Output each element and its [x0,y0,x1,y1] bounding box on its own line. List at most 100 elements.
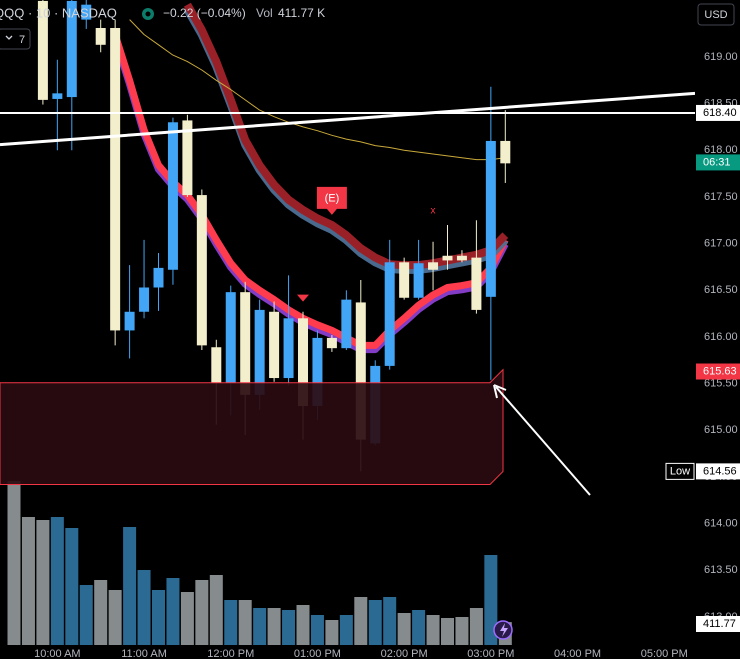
volume-bar [224,600,238,645]
volume-bar [180,592,194,645]
y-tick-label: 615.00 [704,424,738,436]
price-label: 06:31 [703,156,731,168]
volume-bar [310,615,324,645]
candle-body [355,302,366,440]
volume-bar [339,615,353,645]
candle-body [413,263,424,298]
price-label: 614.56 [703,465,737,477]
candle-body [182,120,193,196]
vol-label: Vol [256,6,273,20]
volume-bar [368,600,382,645]
volume-bar [441,618,454,645]
signal-triangle [297,294,309,302]
candle-body [211,347,222,383]
candle-body [139,287,150,312]
candle-body [428,262,439,270]
x-tick-label: 12:00 PM [207,648,254,659]
price-label: 618.40 [703,107,737,119]
trend-line [0,91,695,147]
x-tick-label: 02:00 PM [381,648,428,659]
indicator-toggle[interactable] [0,28,31,50]
vol-value: 411.77 K [278,6,325,20]
volume-bar [36,520,50,645]
volume-bar [7,481,21,645]
y-tick-label: 618.00 [704,144,738,156]
price-label: 615.63 [703,365,737,377]
volume-bar [455,617,469,645]
candle-body [456,255,467,261]
candle-body [37,0,48,100]
volume-label-box [696,616,740,632]
drawing-layer: (E) x [0,91,695,496]
x-tick-label: 03:00 PM [467,648,514,659]
volume-bar [50,517,64,645]
change: −0.22 (−0.04%) [163,6,246,20]
y-tick-label: 616.00 [704,331,738,343]
candle-body [442,255,453,261]
earnings-marker[interactable] [316,186,347,215]
price-tag: Low [670,465,690,477]
arrow-line [495,386,591,496]
volume-bar [383,597,397,645]
y-tick-label: 617.00 [704,238,738,250]
candle-body [384,262,395,366]
candle-body [326,337,337,349]
candle-body [399,262,410,298]
currency: USD [704,9,727,21]
currency-button[interactable] [697,3,735,26]
chevron [5,35,13,40]
volume-bar [209,575,223,645]
volume-bar [484,555,498,645]
price-label-box [696,363,740,380]
volume-layer [7,481,512,645]
symbol[interactable]: QQQ · 10 · NASDAQ [0,5,117,20]
price-label-box [696,463,740,480]
volume-bar [123,527,137,645]
volume-bar [137,570,151,645]
y-tick-label: 617.50 [704,191,738,203]
candle-body [500,140,511,164]
volume-bar [94,580,108,645]
candle-body [167,122,178,270]
indicator-line [111,33,509,349]
volume-label: 411.77 [703,618,736,630]
indicator-count: 7 [19,34,25,46]
volume-bar [79,585,93,645]
volume-bar [253,608,267,645]
assistant-bolt [500,623,508,637]
volume-bar [238,600,252,645]
candle-body [196,195,207,346]
y-tick-label: 613.50 [704,564,738,576]
candle-body [225,292,236,383]
x-tick-label: 01:00 PM [294,648,341,659]
candle-body [341,299,352,349]
y-tick-label: 614.00 [704,518,738,530]
volume-bar [195,580,209,645]
signal-marker: x [431,206,436,217]
zone [0,368,504,485]
y-tick-label: 616.50 [704,284,738,296]
candle-body [153,267,164,288]
candle-body [312,337,323,407]
volume-bar [354,597,368,645]
earnings-label: (E) [325,193,340,205]
y-tick-label: 615.50 [704,378,738,390]
candle-body [254,309,265,395]
volume-bar [108,590,122,645]
candle-body [110,28,121,331]
volume-bar [166,578,180,645]
candle-body [269,311,280,379]
candle-body [124,311,135,331]
volume-bar [296,605,310,645]
x-tick-label: 04:00 PM [554,648,601,659]
candle-body [81,4,92,20]
price-label-box [696,154,740,171]
x-tick-label: 10:00 AM [34,648,80,659]
volume-bar [469,608,483,645]
volume-bar [282,610,296,645]
price-tag-box [665,462,695,480]
volume-bar [267,608,281,645]
candle-body [485,140,496,297]
